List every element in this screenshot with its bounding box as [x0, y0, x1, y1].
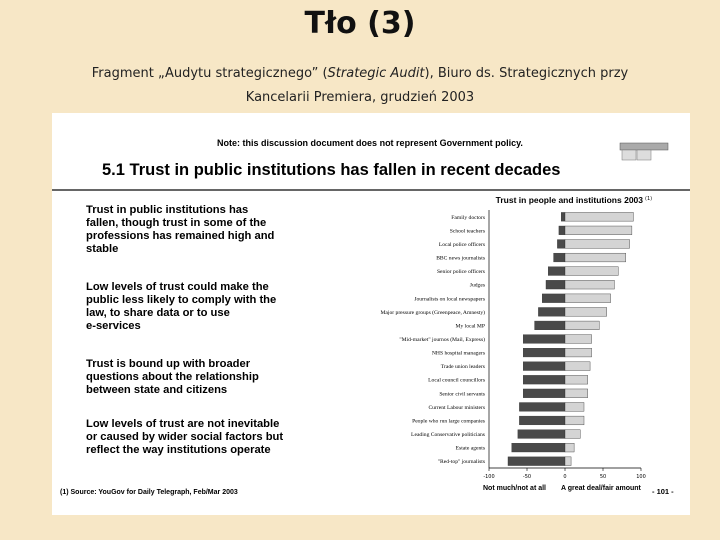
page-number: - 101 - — [652, 487, 674, 496]
y-tick-label: Leading Conservative politicians — [411, 432, 485, 438]
chart-title-note: (1) — [645, 196, 652, 202]
bullet-line: or caused by wider social factors but — [86, 431, 283, 443]
x-tick-label: -100 — [483, 474, 494, 480]
bar — [558, 225, 566, 235]
y-tick-label: Current Labour ministers — [428, 405, 485, 411]
x-tick-label: -50 — [523, 474, 531, 480]
chart-title: Trust in people and institutions 2003 — [496, 195, 644, 205]
source: (1) Source: YouGov for Daily Telegraph, … — [60, 489, 238, 496]
x-tick-label: 50 — [600, 474, 606, 480]
y-tick-label: Judges — [470, 283, 485, 289]
bullet: Low levels of trust are not inevitable or… — [86, 418, 283, 456]
bullet-line: Low levels of trust are not inevitable — [86, 418, 279, 430]
bullet-line: public less likely to comply with the — [86, 294, 276, 306]
bar — [542, 293, 566, 303]
bullet-line: law, to share data or to use — [86, 307, 230, 319]
y-tick-label: Senior police officers — [437, 268, 485, 275]
bar — [564, 348, 592, 358]
bullet: Low levels of trust could make the public… — [86, 281, 276, 332]
bar — [523, 334, 566, 344]
y-tick-label: "Mid-market" journos (Mail, Express) — [399, 336, 485, 343]
bullet: Trust in public institutions has fallen, … — [86, 204, 275, 255]
bar — [564, 375, 588, 385]
bar — [564, 293, 611, 303]
subtitle-part: Fragment „Audytu strategicznego” ( — [91, 66, 328, 81]
bullet-line: Trust in public institutions has — [86, 204, 248, 216]
bar — [538, 307, 566, 317]
bar — [545, 280, 566, 290]
y-tick-label: Local council councillors — [428, 378, 485, 384]
bar — [519, 415, 566, 426]
bar — [564, 212, 634, 222]
bar — [523, 388, 566, 398]
bar — [564, 225, 633, 235]
y-tick-label: "Red-top" journalists — [438, 459, 485, 465]
bar — [564, 320, 600, 330]
bar — [564, 402, 585, 412]
subtitle-part: Strategic Audit — [327, 66, 425, 81]
bullet: Trust is bound up with broader questions … — [86, 358, 259, 396]
note: Note: this discussion document does not … — [217, 138, 523, 148]
y-tick-label: Major pressure groups (Greenpeace, Amnes… — [380, 309, 485, 316]
bar — [564, 334, 592, 344]
y-tick-label: BBC news journalists — [436, 256, 485, 262]
y-tick-label: Family doctors — [451, 215, 485, 221]
x-tick-label: 100 — [636, 474, 646, 480]
bullet-line: questions about the relationship — [86, 371, 259, 383]
bar — [548, 266, 566, 276]
bar — [564, 266, 619, 276]
y-tick-label: Journalists on local newspapers — [414, 296, 485, 302]
bar — [564, 429, 581, 439]
bar — [517, 429, 566, 439]
y-tick-label: NHS hospital managers — [432, 351, 485, 357]
bar — [564, 415, 585, 426]
legend-label: A great deal/fair amount — [561, 485, 642, 492]
bar — [564, 252, 626, 263]
subtitle-line: Kancelarii Premiera, grudzień 2003 — [245, 90, 475, 105]
bar — [561, 212, 566, 222]
x-tick-label: 0 — [563, 474, 566, 480]
legend-label: Not much/not at all — [483, 485, 546, 492]
bar — [564, 280, 615, 290]
bar — [564, 239, 630, 249]
bar — [557, 239, 566, 249]
bar — [564, 307, 607, 317]
bullet-line: Low levels of trust could make the — [86, 281, 269, 293]
bullet-line: reflect the way institutions operate — [86, 444, 271, 456]
y-tick-label: People who run large companies — [412, 418, 485, 424]
bar — [511, 443, 566, 453]
y-tick-label: Local police officers — [439, 241, 485, 248]
bar — [564, 443, 575, 453]
y-tick-label: Estate agents — [456, 446, 485, 452]
subtitle: Fragment „Audytu strategicznego” (Strate… — [0, 62, 720, 110]
bar — [523, 361, 566, 371]
bullet-line: professions has remained high and — [86, 230, 275, 242]
icon — [619, 142, 669, 161]
page-title: Tło (3) — [304, 6, 416, 41]
y-tick-label: My local MP — [455, 323, 485, 329]
bar — [534, 320, 566, 330]
bar — [564, 456, 572, 466]
slide-heading: 5.1 Trust in public institutions has fal… — [102, 161, 560, 179]
y-tick-label: School teachers — [450, 228, 485, 234]
bar — [553, 252, 566, 263]
y-tick-label: Trade union leaders — [441, 364, 485, 370]
bar — [564, 388, 588, 398]
subtitle-part: ), Biuro ds. Strategicznych przy — [424, 66, 629, 81]
bullet-line: fallen, though trust in some of the — [86, 217, 266, 229]
bar — [523, 348, 566, 358]
y-tick-label: Senior civil servants — [439, 391, 485, 397]
bullet-line: e-services — [86, 320, 141, 332]
bar — [507, 456, 566, 466]
bar — [564, 361, 591, 371]
bar — [519, 402, 566, 412]
bar — [523, 375, 566, 385]
bullet-line: between state and citizens — [86, 384, 227, 396]
bullet-line: Trust is bound up with broader — [86, 358, 251, 370]
bullet-line: stable — [86, 243, 118, 255]
